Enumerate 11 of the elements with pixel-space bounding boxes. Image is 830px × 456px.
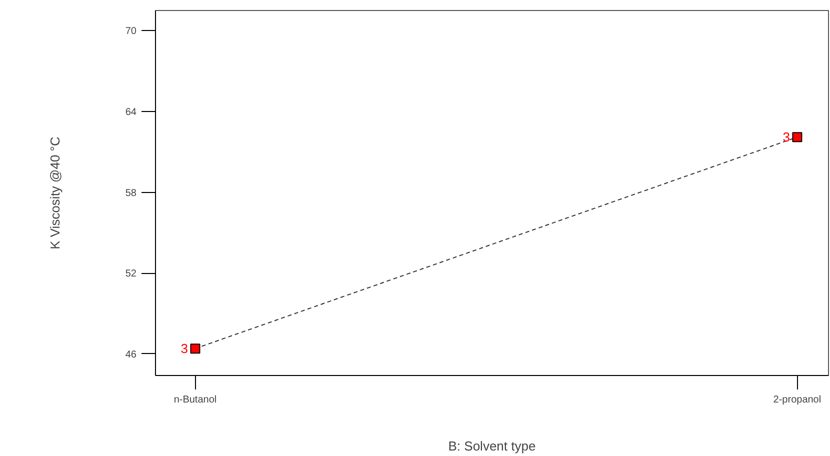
y-tick-label: 46 [125, 349, 137, 360]
y-tick-label: 70 [125, 26, 137, 38]
y-tick-label: 52 [125, 268, 137, 280]
x-tick-label: n-Butanol [174, 394, 217, 406]
y-tick-label: 64 [125, 107, 137, 118]
y-axis-title: K Viscosity @40 °C [47, 136, 62, 250]
annotation: 3 [782, 130, 790, 145]
annotation: 3 [180, 341, 188, 356]
y-tick-label: 58 [125, 188, 137, 199]
x-tick-label: 2-propanol [773, 394, 822, 406]
x-axis-title: B: Solvent type [448, 438, 536, 454]
